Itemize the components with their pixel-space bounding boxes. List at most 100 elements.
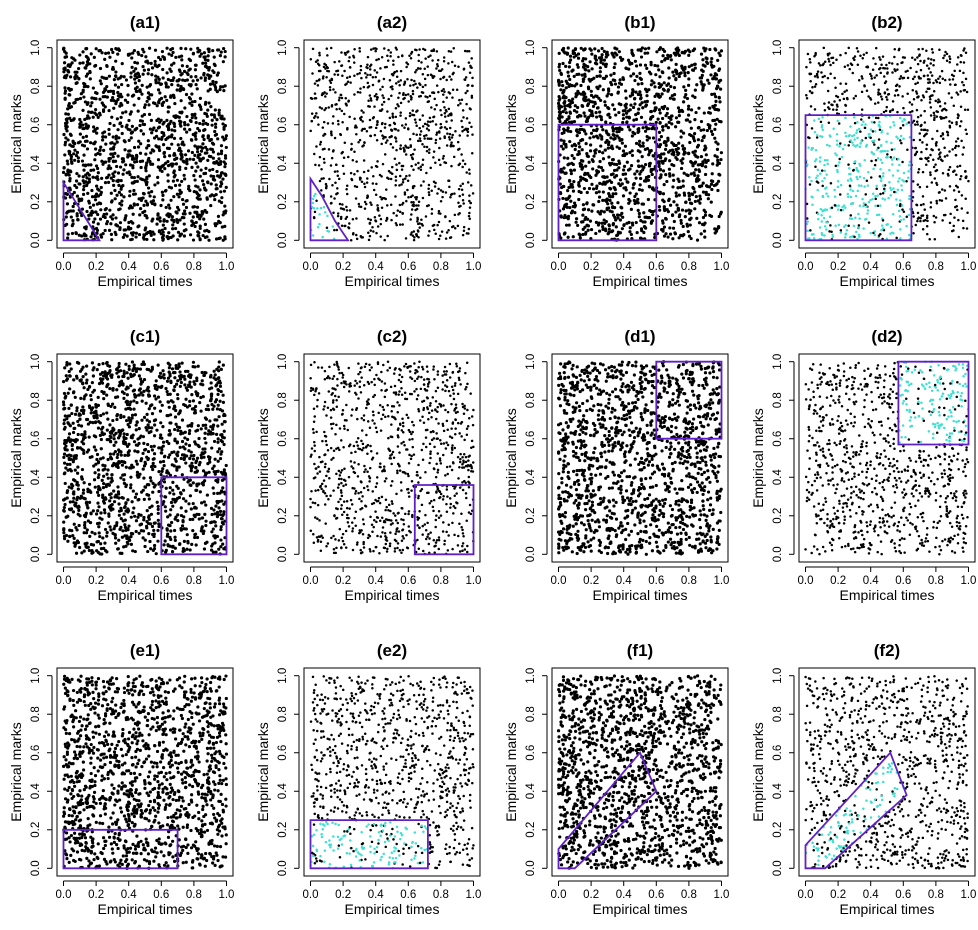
data-point bbox=[62, 132, 66, 137]
data-point bbox=[313, 210, 317, 214]
data-point bbox=[408, 138, 412, 141]
data-point bbox=[208, 87, 212, 91]
data-point bbox=[810, 91, 814, 95]
data-point bbox=[211, 150, 216, 154]
data-point bbox=[704, 153, 708, 157]
data-point bbox=[572, 156, 576, 160]
data-point bbox=[426, 65, 429, 68]
data-point bbox=[63, 140, 68, 145]
data-point bbox=[174, 210, 178, 214]
data-point bbox=[162, 133, 166, 137]
highlighted-point bbox=[856, 136, 859, 140]
data-point bbox=[941, 159, 944, 163]
data-point bbox=[612, 55, 616, 59]
data-point bbox=[369, 97, 373, 100]
data-point bbox=[107, 173, 111, 177]
data-point bbox=[119, 165, 123, 169]
data-point bbox=[652, 101, 656, 105]
data-point bbox=[594, 129, 599, 133]
data-point bbox=[415, 48, 418, 52]
data-point bbox=[657, 68, 661, 72]
data-point bbox=[703, 235, 707, 239]
data-point bbox=[70, 160, 74, 164]
data-point bbox=[607, 227, 611, 231]
data-point bbox=[399, 174, 402, 178]
data-point bbox=[123, 140, 127, 144]
data-point bbox=[139, 165, 143, 170]
data-point bbox=[145, 216, 149, 220]
data-point bbox=[925, 185, 929, 189]
data-point bbox=[363, 200, 367, 204]
data-point bbox=[564, 223, 569, 227]
data-point bbox=[372, 230, 375, 233]
data-point bbox=[318, 63, 321, 67]
data-point bbox=[152, 195, 156, 199]
data-point bbox=[647, 153, 651, 157]
data-point bbox=[654, 73, 658, 77]
data-point bbox=[350, 148, 353, 151]
data-point bbox=[113, 197, 117, 201]
data-point bbox=[674, 210, 678, 214]
data-point bbox=[616, 85, 621, 89]
data-point bbox=[157, 137, 161, 141]
data-point bbox=[639, 115, 644, 119]
data-point bbox=[213, 197, 217, 202]
data-point bbox=[190, 103, 194, 107]
highlighted-point bbox=[815, 134, 819, 137]
data-point bbox=[814, 82, 818, 86]
data-point bbox=[320, 168, 323, 171]
data-point bbox=[932, 89, 936, 93]
data-point bbox=[922, 202, 925, 206]
data-point bbox=[81, 192, 86, 197]
data-point bbox=[338, 96, 341, 99]
data-point bbox=[943, 146, 946, 150]
data-point bbox=[618, 55, 623, 60]
data-point bbox=[461, 233, 465, 237]
data-point bbox=[647, 46, 651, 50]
data-point bbox=[117, 183, 121, 187]
data-point bbox=[838, 157, 841, 161]
data-point bbox=[908, 101, 912, 104]
data-point bbox=[896, 110, 899, 114]
data-point bbox=[355, 160, 358, 163]
data-point bbox=[339, 133, 343, 137]
data-point bbox=[170, 63, 174, 67]
data-point bbox=[156, 213, 160, 217]
data-point bbox=[577, 189, 581, 194]
data-point bbox=[219, 184, 223, 188]
data-point bbox=[445, 78, 448, 82]
data-point bbox=[890, 148, 894, 151]
data-point bbox=[157, 55, 161, 60]
data-point bbox=[194, 161, 198, 165]
data-point bbox=[920, 214, 923, 218]
data-point bbox=[110, 147, 115, 151]
data-point bbox=[405, 199, 408, 203]
data-point bbox=[88, 205, 92, 210]
data-point bbox=[916, 56, 919, 59]
data-point bbox=[333, 197, 336, 200]
data-point bbox=[200, 209, 204, 214]
highlighted-point bbox=[851, 141, 854, 144]
data-point bbox=[434, 161, 437, 165]
data-point bbox=[682, 191, 686, 195]
data-point bbox=[443, 161, 446, 164]
highlighted-point bbox=[908, 194, 911, 198]
data-point bbox=[212, 55, 216, 59]
data-point bbox=[403, 193, 407, 196]
highlighted-point bbox=[829, 135, 832, 138]
highlighted-point bbox=[819, 134, 822, 138]
data-point bbox=[436, 223, 439, 227]
data-point bbox=[808, 183, 812, 186]
data-point bbox=[418, 137, 422, 140]
data-point bbox=[691, 150, 695, 154]
data-point bbox=[174, 55, 178, 59]
data-point bbox=[386, 234, 389, 238]
data-point bbox=[432, 91, 435, 94]
data-point bbox=[194, 82, 198, 87]
data-point bbox=[571, 189, 576, 193]
data-point bbox=[86, 163, 91, 167]
data-point bbox=[432, 150, 436, 153]
data-point bbox=[589, 113, 593, 117]
data-point bbox=[468, 194, 471, 197]
data-point bbox=[326, 122, 330, 125]
